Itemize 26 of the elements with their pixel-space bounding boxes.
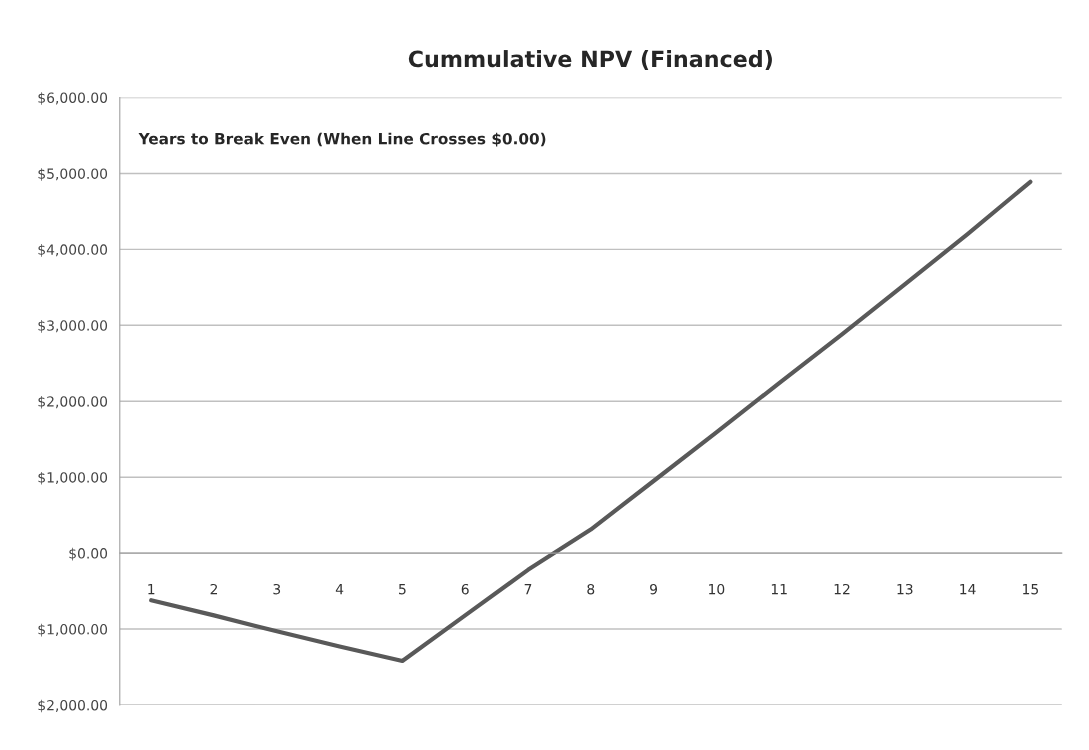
x-tick-label: 6	[461, 583, 469, 595]
y-tick-label: $6,000.00	[38, 92, 108, 105]
chart-title: Cummulative NPV (Financed)	[408, 50, 772, 70]
x-tick-label: 2	[210, 583, 218, 595]
x-tick-label: 10	[709, 583, 725, 595]
y-tick-label: $5,000.00	[38, 168, 108, 181]
x-tick-label: 13	[897, 583, 913, 595]
x-tick-label: 11	[771, 584, 787, 595]
x-tick-label: 8	[587, 583, 595, 595]
x-tick-label: 4	[335, 584, 344, 595]
y-tick-label: $3,000.00	[38, 320, 108, 333]
y-tick-label: $2,000.00	[38, 395, 108, 409]
annotation: Years to Break Even (When Line Crosses $0.00)	[138, 132, 546, 147]
x-tick-label: 7	[524, 584, 532, 595]
x-tick-label: 1	[148, 584, 155, 595]
x-tick-label: 5	[399, 584, 406, 595]
x-tick-label: 9	[650, 583, 658, 595]
x-tick-label: 14	[960, 584, 976, 595]
y-tick-label: $1,000.00	[38, 471, 108, 485]
x-tick-label: 15	[1023, 584, 1038, 595]
y-tick-label: $0.00	[69, 547, 108, 561]
y-tick-label: $2,000.00	[38, 699, 108, 713]
y-tick-label: $1,000.00	[38, 623, 108, 637]
x-tick-label: 3	[273, 583, 281, 595]
x-tick-label: 12	[834, 583, 850, 595]
y-tick-label: $4,000.00	[38, 244, 108, 257]
